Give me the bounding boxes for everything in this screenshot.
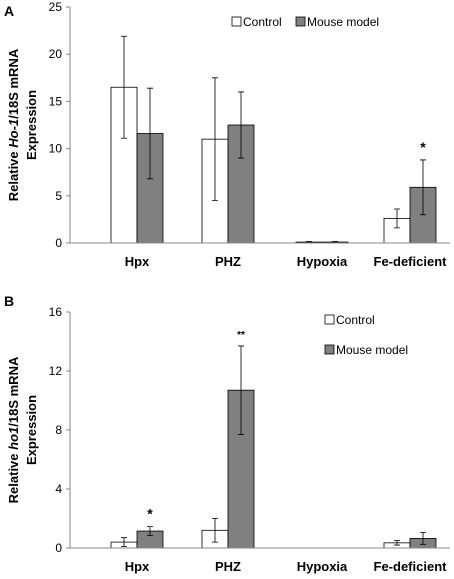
legend-label: Control [336, 313, 375, 327]
y-axis-label: Expression [24, 90, 39, 160]
x-tick-label: Hypoxia [297, 559, 348, 574]
legend-swatch [295, 16, 306, 27]
x-tick-label: Hpx [125, 559, 150, 574]
panel-label: A [4, 3, 14, 19]
y-tick-label: 10 [49, 142, 63, 156]
y-tick-label: 4 [55, 482, 62, 496]
error-bar [420, 532, 426, 545]
legend-label: Mouse model [307, 15, 379, 29]
y-axis-label: Relative Ho-1/18S mRNA [6, 48, 21, 201]
error-bar [238, 91, 244, 159]
legend-swatch [324, 344, 335, 355]
annotation: ** [237, 330, 245, 341]
y-tick-label: 16 [49, 305, 63, 319]
annotation: * [147, 506, 153, 522]
x-tick-label: Hypoxia [297, 254, 348, 269]
y-tick-label: 20 [49, 47, 63, 61]
error-bar [121, 537, 127, 547]
x-tick-label: Fe-deficient [374, 254, 448, 269]
legend-swatch [324, 314, 335, 325]
legend-label: Mouse model [336, 343, 408, 357]
error-bar [121, 35, 127, 139]
panel-label: B [4, 293, 14, 309]
error-bar [394, 540, 400, 546]
y-axis-label-part: /18S mRNA [6, 356, 21, 427]
y-axis-label-part: /18S mRNA [6, 48, 21, 119]
error-bar [212, 77, 218, 201]
y-tick-label: 12 [49, 364, 63, 378]
error-bar [420, 159, 426, 216]
error-bar [212, 518, 218, 543]
error-bar [147, 526, 153, 536]
x-tick-label: PHZ [215, 559, 241, 574]
y-tick-label: 8 [55, 423, 62, 437]
x-tick-label: Hpx [125, 254, 150, 269]
legend-label: Control [243, 15, 282, 29]
error-bar [394, 208, 400, 229]
y-tick-label: 15 [49, 94, 63, 108]
y-axis-label-part: Relative [6, 148, 21, 201]
y-tick-label: 25 [49, 0, 63, 14]
y-axis-label-part: ho1 [6, 427, 21, 450]
x-tick-label: PHZ [215, 254, 241, 269]
legend-swatch [231, 16, 242, 27]
y-tick-label: 0 [55, 541, 62, 555]
annotation: * [420, 139, 426, 155]
error-bar [147, 87, 153, 180]
y-axis-label: Relative ho1/18S mRNA [6, 356, 21, 503]
y-axis-label-part: Ho-1 [6, 119, 21, 148]
x-tick-label: Fe-deficient [374, 559, 448, 574]
y-tick-label: 0 [55, 236, 62, 250]
y-axis-label: Expression [24, 395, 39, 465]
error-bar [238, 345, 244, 435]
y-axis-label-part: Relative [6, 450, 21, 503]
y-tick-label: 5 [55, 189, 62, 203]
